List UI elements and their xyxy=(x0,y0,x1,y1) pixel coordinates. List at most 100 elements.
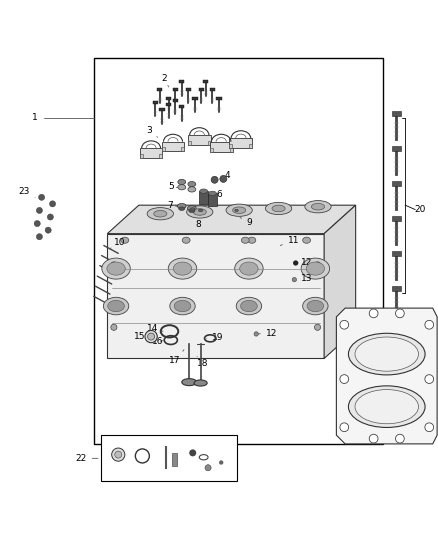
Bar xyxy=(392,110,401,116)
Bar xyxy=(162,142,184,151)
Bar xyxy=(186,88,191,91)
Ellipse shape xyxy=(107,262,125,275)
Ellipse shape xyxy=(188,182,196,187)
Ellipse shape xyxy=(148,333,155,340)
Bar xyxy=(179,80,184,84)
Ellipse shape xyxy=(121,237,129,243)
Bar xyxy=(157,88,162,91)
Polygon shape xyxy=(107,233,324,359)
Circle shape xyxy=(49,201,56,207)
Bar xyxy=(173,88,178,91)
Text: 23: 23 xyxy=(18,187,35,197)
Ellipse shape xyxy=(314,262,321,268)
Ellipse shape xyxy=(177,204,186,209)
Ellipse shape xyxy=(226,204,252,216)
Bar xyxy=(210,148,213,152)
Ellipse shape xyxy=(235,258,263,279)
Bar xyxy=(101,435,237,481)
Text: 3: 3 xyxy=(146,126,158,138)
Ellipse shape xyxy=(233,207,246,214)
Polygon shape xyxy=(336,308,437,444)
Ellipse shape xyxy=(145,330,157,343)
Text: 17: 17 xyxy=(170,350,184,365)
Circle shape xyxy=(425,423,434,432)
Ellipse shape xyxy=(355,337,419,371)
Ellipse shape xyxy=(240,262,258,275)
Text: 18: 18 xyxy=(197,356,208,368)
Ellipse shape xyxy=(248,237,256,243)
Ellipse shape xyxy=(188,187,196,192)
Ellipse shape xyxy=(200,189,208,193)
Bar xyxy=(153,101,158,104)
Bar xyxy=(208,141,211,145)
Bar xyxy=(230,139,252,148)
Circle shape xyxy=(340,375,349,383)
Ellipse shape xyxy=(108,301,124,312)
Text: 16: 16 xyxy=(152,337,163,346)
Text: 2: 2 xyxy=(162,74,169,87)
Circle shape xyxy=(254,332,258,336)
Bar xyxy=(199,191,208,204)
Bar xyxy=(392,181,401,186)
Bar xyxy=(159,108,165,111)
Circle shape xyxy=(292,278,297,282)
Ellipse shape xyxy=(303,297,328,315)
Ellipse shape xyxy=(314,324,321,330)
Ellipse shape xyxy=(115,451,122,458)
Bar xyxy=(179,106,184,108)
Ellipse shape xyxy=(168,258,197,279)
Ellipse shape xyxy=(178,179,186,184)
Circle shape xyxy=(211,176,218,183)
Bar xyxy=(208,193,217,206)
Text: 8: 8 xyxy=(195,220,201,229)
Text: 4: 4 xyxy=(220,171,230,180)
Bar xyxy=(216,96,222,100)
Polygon shape xyxy=(324,205,356,359)
Bar xyxy=(392,216,401,221)
Ellipse shape xyxy=(182,378,197,386)
Bar xyxy=(203,80,208,84)
Circle shape xyxy=(36,233,42,240)
Circle shape xyxy=(396,434,404,443)
Ellipse shape xyxy=(272,205,285,212)
Ellipse shape xyxy=(103,297,129,315)
Bar xyxy=(162,147,165,151)
Bar xyxy=(230,144,233,148)
Ellipse shape xyxy=(191,208,195,211)
Text: 15: 15 xyxy=(134,332,148,341)
Ellipse shape xyxy=(187,206,213,218)
Ellipse shape xyxy=(194,380,207,386)
Text: 7: 7 xyxy=(167,201,178,209)
Ellipse shape xyxy=(303,237,311,243)
Ellipse shape xyxy=(355,390,419,424)
Bar xyxy=(166,103,171,106)
Ellipse shape xyxy=(236,297,261,315)
Bar xyxy=(199,88,204,91)
Bar xyxy=(249,144,252,148)
Text: 19: 19 xyxy=(207,333,224,342)
Ellipse shape xyxy=(311,204,325,210)
Ellipse shape xyxy=(170,297,195,315)
Text: 12: 12 xyxy=(296,257,312,266)
Ellipse shape xyxy=(235,209,238,212)
Circle shape xyxy=(205,465,211,471)
Circle shape xyxy=(396,309,404,318)
Ellipse shape xyxy=(182,237,190,243)
Circle shape xyxy=(340,320,349,329)
Circle shape xyxy=(39,194,45,200)
Ellipse shape xyxy=(102,258,131,279)
Text: 20: 20 xyxy=(415,205,426,214)
Ellipse shape xyxy=(307,301,324,312)
Text: 21: 21 xyxy=(379,352,390,361)
Ellipse shape xyxy=(349,386,425,427)
Circle shape xyxy=(340,423,349,432)
Circle shape xyxy=(219,461,223,465)
Ellipse shape xyxy=(111,262,117,268)
Polygon shape xyxy=(107,205,356,233)
Bar xyxy=(392,146,401,151)
Text: 13: 13 xyxy=(294,274,312,283)
Ellipse shape xyxy=(349,333,425,375)
Ellipse shape xyxy=(198,209,203,212)
Circle shape xyxy=(36,207,42,214)
Bar xyxy=(172,453,177,466)
